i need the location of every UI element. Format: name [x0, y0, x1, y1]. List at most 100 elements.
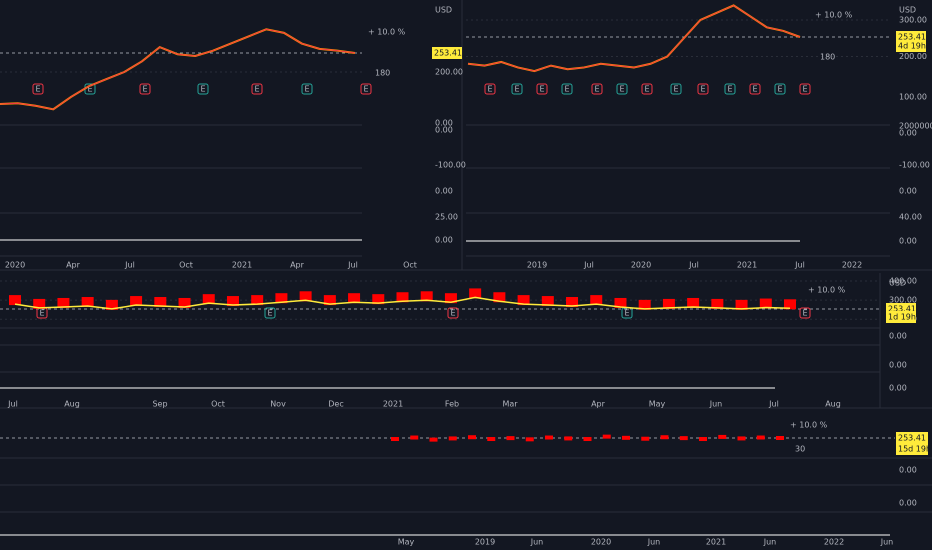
time-label: Feb	[445, 400, 459, 409]
earnings-label: E	[87, 85, 92, 94]
earnings-marker	[799, 307, 811, 319]
earnings-label: E	[267, 309, 272, 318]
time-label: May	[649, 400, 666, 409]
price-line	[467, 4, 801, 73]
earnings-label: E	[363, 85, 368, 94]
price-bar	[564, 436, 573, 441]
price-bar	[711, 298, 724, 309]
price-bar	[251, 295, 264, 306]
price-line-inner	[0, 28, 356, 110]
price-bar	[776, 436, 784, 440]
time-label: Nov	[270, 400, 286, 409]
time-label: Jun	[530, 538, 544, 547]
time-label: 2020	[631, 261, 651, 270]
price-bar	[583, 437, 592, 442]
currency: USD	[899, 6, 916, 15]
time-label: Jul	[583, 261, 594, 270]
countdown-tag	[896, 443, 928, 455]
price-bar	[641, 436, 650, 441]
earnings-label: E	[200, 85, 205, 94]
price-bar	[396, 292, 409, 303]
price-bar	[105, 299, 118, 310]
price-bar	[622, 435, 630, 440]
price-bar	[299, 291, 312, 302]
price-bar	[737, 436, 746, 441]
time-label: Jul	[347, 261, 358, 270]
indicator-tick-label: -100.00	[899, 161, 930, 170]
indicator-tick-label: 200000000.00	[899, 122, 932, 131]
time-label: Jun	[709, 400, 723, 409]
indicator-tick-label: 0.00	[435, 126, 453, 135]
price-tick-label: 200.00	[435, 68, 463, 77]
price-bar	[602, 434, 611, 439]
time-label: 2021	[383, 400, 403, 409]
price-tick-label: 400.00	[889, 277, 917, 286]
countdown: 4d 19h	[898, 42, 926, 51]
price-bar	[444, 293, 457, 304]
moving-average	[14, 296, 791, 310]
change-label: + 10.0 %	[815, 11, 853, 20]
indicator-tick-label: 0.00	[899, 499, 917, 508]
time-label: Oct	[403, 261, 417, 270]
price-bar	[517, 295, 530, 306]
time-label: May	[398, 538, 415, 547]
indicator-tick-label: 0.00	[435, 236, 453, 245]
time-label: Jul	[124, 261, 135, 270]
earnings-marker	[301, 83, 313, 95]
price-bar	[525, 437, 534, 442]
price-bar	[154, 297, 167, 308]
earnings-marker	[641, 83, 653, 95]
price-bar	[130, 296, 143, 307]
earnings-label: E	[777, 85, 782, 94]
price-bar	[202, 294, 215, 305]
price-bar	[410, 435, 419, 440]
price-bar	[348, 293, 361, 304]
price-bar	[660, 435, 669, 440]
indicator-tick-label: -100.00	[435, 161, 466, 170]
time-label: 2020	[5, 261, 25, 270]
price-bar	[468, 435, 476, 440]
time-label: Jul	[794, 261, 805, 270]
price-bar	[275, 293, 288, 304]
time-label: Jul	[768, 400, 779, 409]
earnings-label: E	[624, 309, 629, 318]
lookback-label: 30	[795, 445, 805, 454]
price-bar	[662, 298, 675, 309]
time-label: Jun	[763, 538, 777, 547]
earnings-marker	[616, 83, 628, 95]
price-bar	[687, 297, 700, 308]
time-label: 2021	[737, 261, 757, 270]
earnings-label: E	[802, 85, 807, 94]
price-line	[0, 28, 356, 111]
price-bar	[784, 299, 796, 310]
price-tick-label: 300.00	[889, 296, 917, 305]
time-label: 2022	[824, 538, 844, 547]
lookback-label: 180	[820, 53, 835, 62]
currency: USD	[889, 279, 906, 288]
price-bar	[545, 435, 553, 440]
earnings-label: E	[727, 85, 732, 94]
earnings-marker	[484, 83, 496, 95]
earnings-label: E	[487, 85, 492, 94]
earnings-marker	[360, 83, 372, 95]
countdown: 15d 19h	[898, 445, 931, 454]
indicator-tick-label: 100.00	[899, 93, 927, 102]
earnings-marker	[799, 83, 811, 95]
earnings-marker	[724, 83, 736, 95]
earnings-label: E	[539, 85, 544, 94]
earnings-label: E	[254, 85, 259, 94]
earnings-marker	[670, 83, 682, 95]
change-label: + 10.0 %	[368, 28, 406, 37]
price-bar	[493, 292, 506, 303]
lookback-label: 180	[375, 69, 390, 78]
price-bar	[420, 291, 433, 302]
time-label: Apr	[591, 400, 606, 409]
price-bar	[81, 297, 94, 308]
earnings-marker	[139, 83, 151, 95]
earnings-label: E	[619, 85, 624, 94]
earnings-label: E	[450, 309, 455, 318]
indicator-tick-label: 0.00	[899, 466, 917, 475]
price-bar	[33, 298, 46, 309]
price-bar	[448, 436, 457, 441]
earnings-marker	[264, 307, 276, 319]
